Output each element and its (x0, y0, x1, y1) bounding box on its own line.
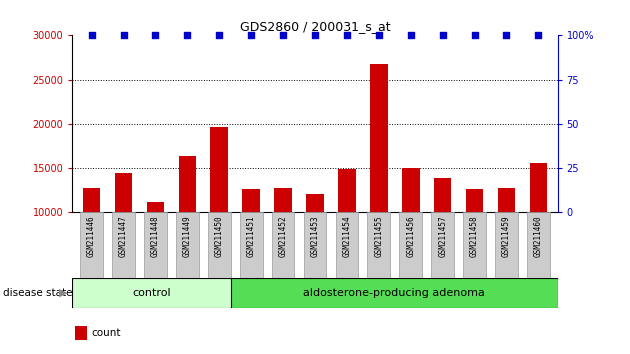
Bar (530, 163, 547, 212)
Bar (210, 127, 228, 212)
Text: GSM211447: GSM211447 (119, 216, 128, 257)
Point (469, 33, 479, 38)
Bar (178, 156, 196, 212)
FancyBboxPatch shape (304, 212, 326, 278)
Text: aldosterone-producing adenoma: aldosterone-producing adenoma (303, 288, 485, 298)
FancyBboxPatch shape (463, 212, 486, 278)
Text: GSM211457: GSM211457 (438, 216, 447, 257)
Point (501, 33, 512, 38)
Text: GSM211460: GSM211460 (534, 216, 543, 257)
FancyBboxPatch shape (336, 212, 358, 278)
FancyBboxPatch shape (240, 212, 263, 278)
Bar (306, 194, 324, 212)
Point (438, 33, 448, 38)
FancyBboxPatch shape (272, 212, 294, 278)
Point (278, 33, 288, 38)
Bar (466, 188, 483, 212)
Bar (243, 188, 260, 212)
Point (406, 33, 416, 38)
Bar (274, 188, 292, 212)
Text: GSM211448: GSM211448 (151, 216, 160, 257)
Point (86, 33, 96, 38)
Bar (75, 326, 87, 340)
FancyBboxPatch shape (231, 278, 558, 308)
Point (151, 33, 161, 38)
FancyBboxPatch shape (495, 212, 518, 278)
Bar (83, 188, 100, 212)
Text: GSM211449: GSM211449 (183, 216, 192, 257)
Bar (147, 202, 164, 212)
FancyBboxPatch shape (432, 212, 454, 278)
Point (342, 33, 352, 38)
Point (534, 33, 544, 38)
FancyBboxPatch shape (80, 212, 103, 278)
Text: count: count (92, 328, 122, 338)
Point (214, 33, 224, 38)
Bar (498, 188, 515, 212)
Bar (370, 64, 387, 212)
Text: GSM211459: GSM211459 (502, 216, 511, 257)
Text: GSM211454: GSM211454 (343, 216, 352, 257)
Text: GSM211446: GSM211446 (87, 216, 96, 257)
Point (118, 33, 129, 38)
Bar (434, 178, 452, 212)
Text: disease state: disease state (3, 288, 72, 298)
Bar (338, 169, 356, 212)
FancyBboxPatch shape (367, 212, 390, 278)
Text: GSM211458: GSM211458 (470, 216, 479, 257)
FancyBboxPatch shape (144, 212, 167, 278)
Bar (402, 168, 420, 212)
Bar (115, 172, 132, 212)
Text: GSM211451: GSM211451 (247, 216, 256, 257)
Point (310, 33, 320, 38)
FancyBboxPatch shape (112, 212, 135, 278)
FancyBboxPatch shape (208, 212, 231, 278)
Text: GSM211452: GSM211452 (278, 216, 287, 257)
Title: GDS2860 / 200031_s_at: GDS2860 / 200031_s_at (239, 20, 391, 33)
Point (182, 33, 192, 38)
Text: GSM211456: GSM211456 (406, 216, 415, 257)
Text: GSM211453: GSM211453 (311, 216, 319, 257)
Text: GSM211450: GSM211450 (215, 216, 224, 257)
FancyBboxPatch shape (399, 212, 422, 278)
Text: control: control (132, 288, 171, 298)
FancyBboxPatch shape (72, 278, 231, 308)
FancyBboxPatch shape (176, 212, 198, 278)
Text: GSM211455: GSM211455 (374, 216, 383, 257)
FancyBboxPatch shape (527, 212, 550, 278)
Text: ▶: ▶ (59, 288, 67, 298)
Point (246, 33, 256, 38)
Point (374, 33, 384, 38)
